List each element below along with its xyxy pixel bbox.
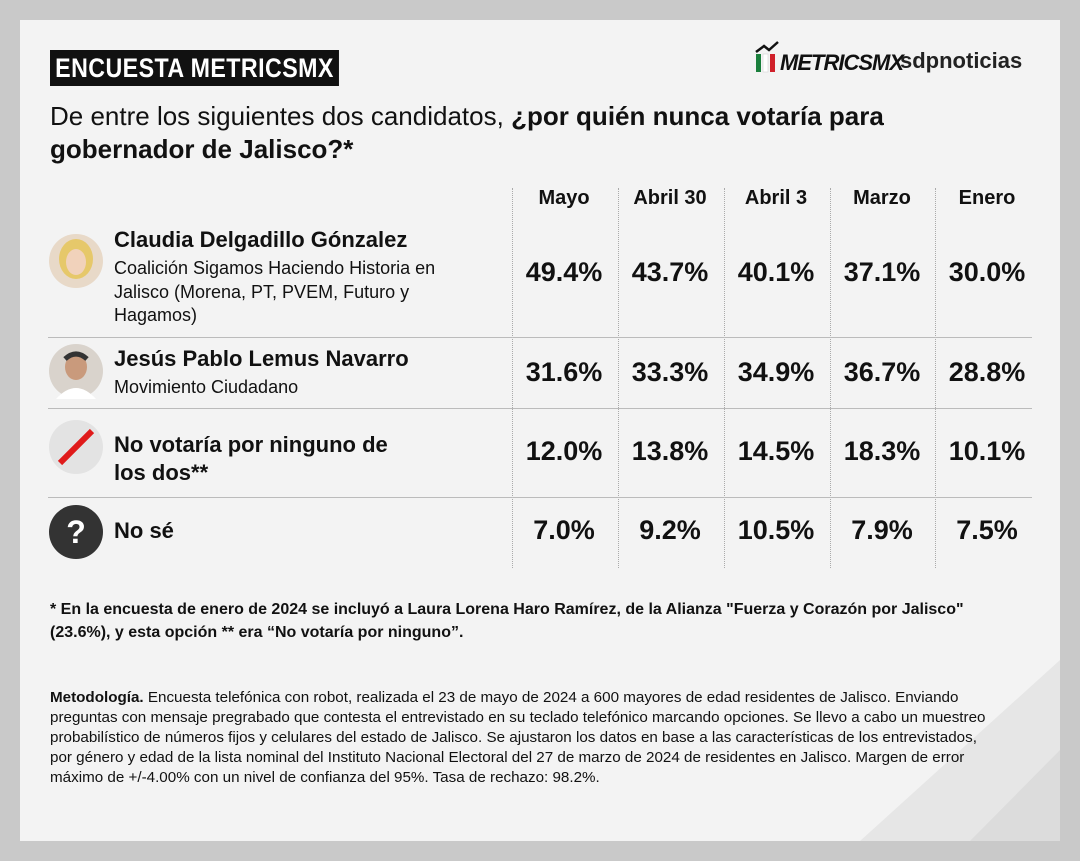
avatar [49, 234, 103, 288]
unknown-icon [49, 505, 103, 559]
row-name: No votaría por ninguno de los dos** [114, 432, 388, 485]
none-icon [49, 420, 103, 474]
column-separator [830, 188, 831, 568]
cell-value: 7.5% [956, 515, 1018, 545]
cell-value: 49.4% [525, 257, 603, 287]
column-separator [618, 188, 619, 568]
decor [860, 660, 1060, 841]
question-bold: ¿por quién nunca votaría para gobernador… [50, 101, 884, 164]
row-divider [48, 337, 1032, 338]
row-name: No sé [114, 518, 174, 543]
row-subtitle: Coalición Sigamos Haciendo Historia en J… [114, 258, 436, 325]
cell-value: 43.7% [631, 257, 709, 287]
column-header: Abril 30 [633, 187, 707, 209]
cell-value: 36.7% [843, 357, 921, 387]
methodology-text: Encuesta telefónica con robot, realizada… [50, 689, 986, 786]
cell-value: 31.6% [525, 357, 603, 387]
cell-value: 10.5% [737, 515, 815, 545]
cell-value: 14.5% [737, 436, 815, 466]
logo-sdp: sdpnoticias [900, 48, 1023, 73]
logo-metrics: METRICSMX [780, 50, 904, 75]
cell-value: 33.3% [631, 357, 709, 387]
row-name: Claudia Delgadillo Gónzalez [114, 227, 408, 252]
column-separator [724, 188, 725, 568]
column-separator [512, 188, 513, 568]
question-normal: De entre los siguientes dos candidatos, [50, 101, 512, 131]
cell-value: 28.8% [948, 357, 1026, 387]
cell-value: 7.9% [851, 515, 913, 545]
cell-value: 12.0% [525, 436, 603, 466]
methodology: Metodología. Encuesta telefónica con rob… [50, 688, 1000, 788]
question: De entre los siguientes dos candidatos, … [50, 100, 910, 166]
row-name: Jesús Pablo Lemus Navarro [114, 346, 409, 371]
cell-value: 10.1% [948, 436, 1026, 466]
column-header: Mayo [538, 187, 590, 209]
card: ENCUESTA METRICSMX METRICSMX sdpnoticias… [20, 20, 1060, 841]
cell-value: 40.1% [737, 257, 815, 287]
avatar [49, 344, 103, 399]
cell-value: 34.9% [737, 357, 815, 387]
logo-icon [755, 41, 779, 73]
cell-value: 9.2% [639, 515, 701, 545]
cell-value: 18.3% [843, 436, 921, 466]
badge: ENCUESTA METRICSMX [50, 50, 339, 86]
methodology-label: Metodología. [50, 689, 144, 706]
column-header: Enero [958, 187, 1016, 209]
cell-value: 37.1% [843, 257, 921, 287]
row-divider [48, 497, 1032, 498]
cell-value: 7.0% [533, 515, 595, 545]
cell-value: 30.0% [948, 257, 1026, 287]
unknown-icon-text: ? [66, 514, 86, 550]
row-divider [48, 408, 1032, 409]
cell-value: 13.8% [631, 436, 709, 466]
footnote: * En la encuesta de enero de 2024 se inc… [50, 601, 964, 641]
row-subtitle: Movimiento Ciudadano [114, 377, 299, 397]
column-header: Abril 3 [744, 187, 808, 209]
column-header: Marzo [853, 187, 911, 209]
column-separator [935, 188, 936, 568]
